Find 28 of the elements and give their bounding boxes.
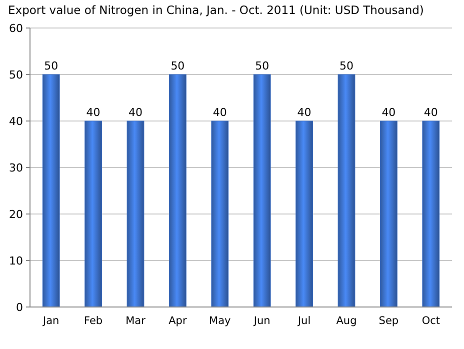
x-tick-label: Jan xyxy=(42,315,60,327)
data-label: 50 xyxy=(340,60,354,72)
data-label: 40 xyxy=(382,106,396,119)
x-tick-label: Jun xyxy=(252,315,270,327)
x-tick-label: Mar xyxy=(126,315,146,327)
y-tick-label: 50 xyxy=(9,68,23,82)
y-tick-label: 0 xyxy=(16,300,23,314)
chart-title: Export value of Nitrogen in China, Jan. - Oct. 2011 (Unit: USD Thousand) xyxy=(8,3,424,17)
y-tick-label: 10 xyxy=(9,254,23,268)
y-tick-label: 20 xyxy=(9,208,23,221)
x-tick-label: Sep xyxy=(378,315,399,327)
y-tick-label: 60 xyxy=(9,22,23,35)
data-label: 50 xyxy=(170,60,185,72)
data-label: 50 xyxy=(44,60,58,72)
data-label: 40 xyxy=(86,106,100,119)
y-tick-label: 40 xyxy=(9,114,23,128)
y-tick-label: 30 xyxy=(9,161,23,174)
x-tick-label: Apr xyxy=(168,315,188,327)
x-tick-label: Jul xyxy=(296,315,311,327)
x-tick-label: May xyxy=(209,315,231,327)
data-label: 40 xyxy=(297,106,312,119)
data-label: 50 xyxy=(255,60,270,72)
data-label: 40 xyxy=(128,106,142,119)
x-tick-label: Aug xyxy=(336,315,357,327)
data-label: 40 xyxy=(424,106,438,119)
data-label: 40 xyxy=(212,106,227,119)
x-tick-label: Oct xyxy=(422,315,440,327)
x-tick-label: Feb xyxy=(84,315,103,327)
